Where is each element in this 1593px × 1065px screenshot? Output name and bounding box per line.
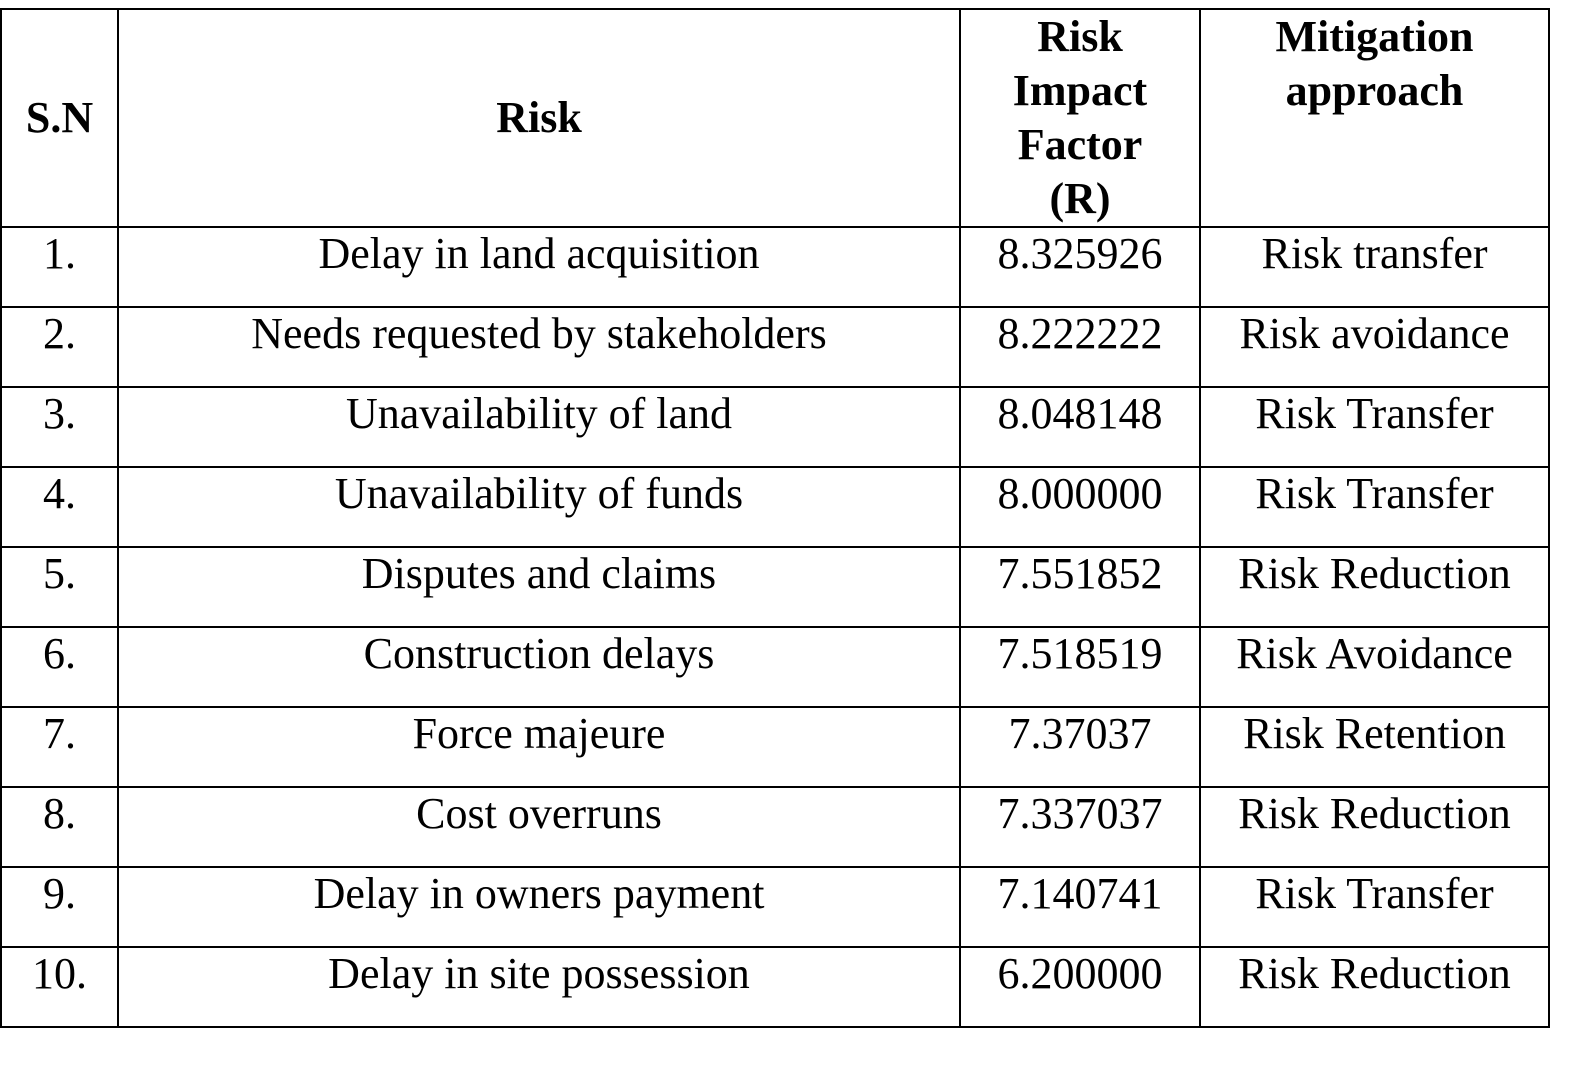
cell-mitigation: Risk Transfer: [1199, 866, 1550, 948]
table-row: 2. Needs requested by stakeholders 8.222…: [0, 306, 1550, 388]
cell-risk-impact-factor: 7.140741: [959, 866, 1201, 948]
header-sn: S.N: [0, 8, 119, 228]
cell-sn: 8.: [0, 786, 119, 868]
cell-risk: Cost overruns: [117, 786, 961, 868]
cell-mitigation: Risk transfer: [1199, 226, 1550, 308]
cell-mitigation: Risk Transfer: [1199, 386, 1550, 468]
table-row: 6. Construction delays 7.518519 Risk Avo…: [0, 626, 1550, 708]
cell-risk-impact-factor: 8.000000: [959, 466, 1201, 548]
cell-risk: Unavailability of funds: [117, 466, 961, 548]
cell-sn: 4.: [0, 466, 119, 548]
cell-risk-impact-factor: 7.518519: [959, 626, 1201, 708]
table-body: 1. Delay in land acquisition 8.325926 Ri…: [0, 226, 1550, 1028]
cell-risk-impact-factor: 8.325926: [959, 226, 1201, 308]
header-mitigation-approach: Mitigation approach: [1199, 8, 1550, 228]
table-row: 10. Delay in site possession 6.200000 Ri…: [0, 946, 1550, 1028]
cell-sn: 7.: [0, 706, 119, 788]
header-factor-line: Factor: [1017, 120, 1143, 169]
table-row: 9. Delay in owners payment 7.140741 Risk…: [0, 866, 1550, 948]
cell-risk: Delay in owners payment: [117, 866, 961, 948]
cell-sn: 2.: [0, 306, 119, 388]
cell-risk: Force majeure: [117, 706, 961, 788]
header-factor-line: Risk: [1037, 12, 1123, 61]
header-factor-line: (R): [1049, 174, 1111, 223]
cell-sn: 1.: [0, 226, 119, 308]
cell-risk-impact-factor: 7.337037: [959, 786, 1201, 868]
cell-mitigation: Risk Transfer: [1199, 466, 1550, 548]
cell-mitigation: Risk Reduction: [1199, 946, 1550, 1028]
header-mitigation-line: Mitigation: [1275, 12, 1474, 61]
cell-risk: Construction delays: [117, 626, 961, 708]
cell-sn: 9.: [0, 866, 119, 948]
cell-risk: Delay in land acquisition: [117, 226, 961, 308]
header-factor-line: Impact: [1012, 66, 1148, 115]
cell-risk-impact-factor: 8.222222: [959, 306, 1201, 388]
cell-mitigation: Risk avoidance: [1199, 306, 1550, 388]
table-row: 5. Disputes and claims 7.551852 Risk Red…: [0, 546, 1550, 628]
table-row: 3. Unavailability of land 8.048148 Risk …: [0, 386, 1550, 468]
cell-sn: 5.: [0, 546, 119, 628]
cell-risk-impact-factor: 7.551852: [959, 546, 1201, 628]
cell-risk: Needs requested by stakeholders: [117, 306, 961, 388]
table-row: 7. Force majeure 7.37037 Risk Retention: [0, 706, 1550, 788]
table-row: 8. Cost overruns 7.337037 Risk Reduction: [0, 786, 1550, 868]
cell-sn: 6.: [0, 626, 119, 708]
table-row: 1. Delay in land acquisition 8.325926 Ri…: [0, 226, 1550, 308]
cell-mitigation: Risk Avoidance: [1199, 626, 1550, 708]
cell-risk: Delay in site possession: [117, 946, 961, 1028]
header-row: S.N Risk Risk Impact Factor (R) Mitigati…: [0, 8, 1550, 228]
header-risk-impact-factor: Risk Impact Factor (R): [959, 8, 1201, 228]
cell-mitigation: Risk Reduction: [1199, 786, 1550, 868]
header-risk: Risk: [117, 8, 961, 228]
cell-mitigation: Risk Reduction: [1199, 546, 1550, 628]
cell-risk: Disputes and claims: [117, 546, 961, 628]
cell-risk-impact-factor: 6.200000: [959, 946, 1201, 1028]
cell-risk: Unavailability of land: [117, 386, 961, 468]
header-mitigation-line: approach: [1285, 66, 1464, 115]
risk-table: S.N Risk Risk Impact Factor (R) Mitigati…: [0, 8, 1550, 1028]
cell-risk-impact-factor: 8.048148: [959, 386, 1201, 468]
cell-sn: 3.: [0, 386, 119, 468]
table-row: 4. Unavailability of funds 8.000000 Risk…: [0, 466, 1550, 548]
cell-mitigation: Risk Retention: [1199, 706, 1550, 788]
cell-sn: 10.: [0, 946, 119, 1028]
cell-risk-impact-factor: 7.37037: [959, 706, 1201, 788]
